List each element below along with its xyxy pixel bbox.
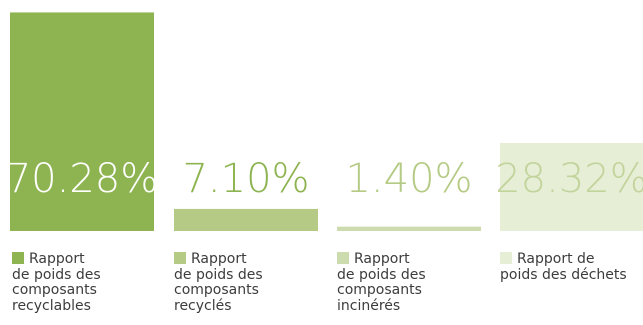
bar-recyclables	[10, 12, 154, 232]
bar-recycles	[174, 208, 318, 231]
legend-label-dechets: Rapport de poids des déchets	[500, 251, 627, 283]
legend-label-recyclables: Rapport de poids des composants recyclab…	[12, 251, 101, 314]
value-label-incineres: 1.40%	[345, 156, 472, 202]
legend-entry-incineres: Rapport de poids des composants incinéré…	[337, 251, 487, 314]
bar-incineres	[337, 226, 481, 231]
legend-label-recycles: Rapport de poids des composants recyclés	[174, 251, 263, 314]
legend-swatch-recycles	[174, 252, 186, 264]
legend-label-incineres: Rapport de poids des composants incinéré…	[337, 251, 426, 314]
bar-dechets	[500, 142, 643, 231]
legend-entry-recyclables: Rapport de poids des composants recyclab…	[12, 251, 162, 314]
legend-entry-recycles: Rapport de poids des composants recyclés	[174, 251, 324, 314]
value-labels-layer: 70.28% 7.10% 1.40% 28.32%	[6, 156, 643, 202]
legend-entry-dechets: Rapport de poids des déchets	[500, 251, 643, 283]
bars-layer	[10, 12, 643, 232]
legend-swatch-dechets	[500, 252, 512, 264]
value-label-recyclables: 70.28%	[6, 156, 159, 202]
value-label-recycles: 7.10%	[182, 156, 309, 202]
legend-swatch-incineres	[337, 252, 349, 264]
legend-swatch-recyclables	[12, 252, 24, 264]
value-label-dechets: 28.32%	[495, 156, 643, 202]
